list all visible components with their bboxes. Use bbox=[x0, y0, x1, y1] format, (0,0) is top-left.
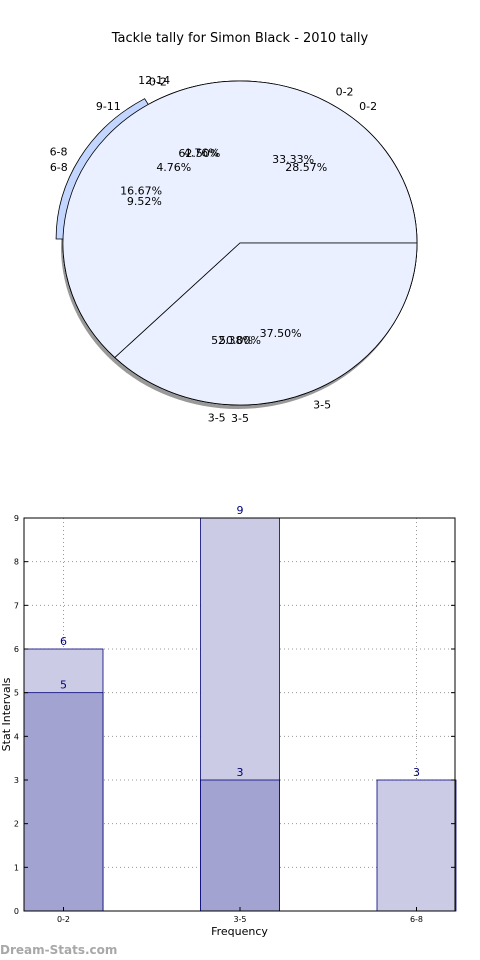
pie-pct-1-2: 50.00% bbox=[219, 334, 261, 347]
x-tick-label-2: 6-8 bbox=[410, 915, 423, 924]
pie-pct-1-0: 33.33% bbox=[272, 153, 314, 166]
bar-s0-6-8 bbox=[376, 779, 457, 912]
x-tick-label-0: 0-2 bbox=[57, 915, 70, 924]
bar-s1-3-5 bbox=[200, 779, 280, 912]
y-tick-label-6: 6 bbox=[14, 645, 19, 654]
bar-chart: 6 9 3 5 3 0 1 2 3 4 5 6 7 8 9 0-2 3-5 6-8 Frequency Stat In… bbox=[0, 504, 457, 938]
pie-label-0-3: 6-8 bbox=[50, 161, 68, 174]
x-tick-label-1: 3-5 bbox=[233, 915, 246, 924]
pie-label-1-0: 0-2 bbox=[336, 85, 354, 98]
pie-pct-1-1: 16.67% bbox=[120, 184, 162, 197]
y-tick-label-7: 7 bbox=[14, 601, 19, 610]
y-tick-label-1: 1 bbox=[14, 863, 19, 872]
pie-pct-2-1: 37.50% bbox=[260, 327, 302, 340]
y-tick-label-9: 9 bbox=[14, 514, 19, 523]
pie-label-0-2: 9-11 bbox=[96, 100, 121, 113]
watermark: Dream-Stats.com bbox=[0, 943, 118, 957]
bar-value-label-s0-2: 3 bbox=[413, 766, 420, 779]
pie-label-0-0: 0-2 bbox=[359, 100, 377, 113]
bar-value-label-s1-0: 5 bbox=[60, 679, 67, 692]
y-axis-label: Stat Intervals bbox=[0, 677, 13, 751]
pie-label-2-1: 3-5 bbox=[313, 399, 331, 412]
pie-pct-0-2: 4.76% bbox=[156, 161, 191, 174]
pie-label-0-1: 12-14 bbox=[138, 74, 170, 87]
pie-label-2-0: 0-2 bbox=[149, 75, 167, 88]
pie-slice-2-1 bbox=[114, 242, 418, 406]
pie-label-1-2: 3-5 bbox=[231, 412, 249, 425]
pie-pct-0-1: 4.76% bbox=[184, 147, 219, 160]
bar-value-label-s1-1: 3 bbox=[237, 766, 244, 779]
bar-value-label-s0-0: 6 bbox=[60, 635, 67, 648]
pie-label-0-4: 3-5 bbox=[208, 411, 226, 424]
pie-pct-0-0: 28.57% bbox=[285, 161, 327, 174]
x-axis-label: Frequency bbox=[211, 925, 268, 938]
y-tick-label-3: 3 bbox=[14, 776, 19, 785]
pie-slice-2-0 bbox=[62, 80, 418, 359]
pie-pct-0-4: 52.38% bbox=[211, 334, 253, 347]
y-tick-label-5: 5 bbox=[14, 689, 19, 698]
y-tick-label-8: 8 bbox=[14, 558, 19, 567]
chart-title: Tackle tally for Simon Black - 2010 tall… bbox=[111, 31, 369, 46]
pie-label-1-1: 6-8 bbox=[50, 146, 68, 159]
pie-pct-0-3: 9.52% bbox=[127, 195, 162, 208]
y-tick-label-0: 0 bbox=[14, 907, 19, 916]
y-tick-label-2: 2 bbox=[14, 820, 19, 829]
y-tick-label-4: 4 bbox=[14, 732, 19, 741]
bar-value-label-s0-1: 9 bbox=[237, 504, 244, 517]
pie-pct-2-0: 62.50% bbox=[178, 147, 220, 160]
pie-chart: 0-2 28.57% 12-14 4.76% 9-11 4.76% 6-8 9.52% 3-5 5… bbox=[50, 74, 418, 425]
bar-s1-0-2 bbox=[23, 692, 104, 912]
